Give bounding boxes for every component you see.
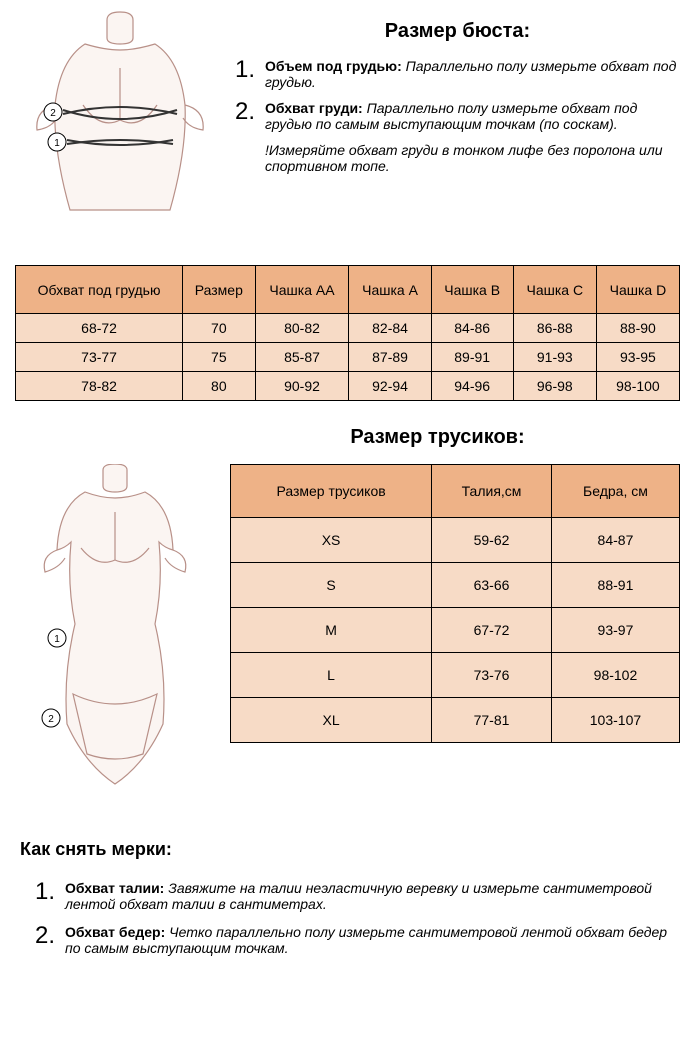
panties-mannequin: 1 2 [15,464,215,809]
table-row: 78-828090-9292-9494-9696-9898-100 [16,372,680,401]
table-cell: 63-66 [432,563,552,608]
table-row: M67-7293-97 [231,608,680,653]
table-cell: 90-92 [255,372,349,401]
table-cell: 85-87 [255,343,349,372]
panties-section: 1 2 Размер трусиковТалия,смБедра, см XS5… [15,464,680,809]
table-cell: 93-97 [551,608,679,653]
instr-label: Обхват груди: [265,100,363,116]
table-header: Обхват под грудью [16,266,183,314]
instr-label: Обхват бедер: [65,924,165,940]
table-cell: S [231,563,432,608]
table-cell: 89-91 [431,343,513,372]
table-header: Чашка C [513,266,596,314]
instr-num: 2. [235,100,257,124]
howto-title: Как снять мерки: [20,839,680,860]
table-cell: XL [231,698,432,743]
table-row: XS59-6284-87 [231,518,680,563]
table-header: Талия,см [432,465,552,518]
table-cell: 67-72 [432,608,552,653]
table-header: Чашка A [349,266,431,314]
table-header: Размер трусиков [231,465,432,518]
howto-item-1: 1. Обхват талии: Завяжите на талии неэла… [35,880,680,912]
bust-mannequin: 1 2 [15,10,225,245]
howto-item-2: 2. Обхват бедер: Четко параллельно полу … [35,924,680,956]
bust-section: 1 2 Размер бюста: 1. Объем под грудью: П… [15,10,680,245]
instr-num: 2. [35,924,57,948]
table-row: 68-727080-8282-8484-8686-8888-90 [16,314,680,343]
panties-size-table: Размер трусиковТалия,смБедра, см XS59-62… [230,464,680,743]
table-cell: 87-89 [349,343,431,372]
table-row: S63-6688-91 [231,563,680,608]
table-header: Чашка D [596,266,679,314]
table-header: Размер [183,266,255,314]
table-cell: 82-84 [349,314,431,343]
table-cell: 86-88 [513,314,596,343]
table-cell: 98-100 [596,372,679,401]
instr-label: Объем под грудью: [265,58,402,74]
table-cell: 68-72 [16,314,183,343]
marker-1: 1 [54,138,60,149]
table-cell: 73-77 [16,343,183,372]
table-row: L73-7698-102 [231,653,680,698]
table-cell: 93-95 [596,343,679,372]
bust-size-table: Обхват под грудьюРазмерЧашка AAЧашка AЧа… [15,265,680,401]
bust-instructions: Размер бюста: 1. Объем под грудью: Парал… [235,10,680,174]
table-cell: 88-90 [596,314,679,343]
table-cell: 94-96 [431,372,513,401]
instr-label: Обхват талии: [65,880,164,896]
table-cell: 84-86 [431,314,513,343]
bust-instr-2: 2. Обхват груди: Параллельно полу измерь… [235,100,680,132]
table-cell: 78-82 [16,372,183,401]
bust-note: !Измеряйте обхват груди в тонком лифе бе… [265,142,680,174]
table-cell: 70 [183,314,255,343]
instr-num: 1. [35,880,57,904]
table-cell: 103-107 [551,698,679,743]
bust-instr-1: 1. Объем под грудью: Параллельно полу из… [235,58,680,90]
table-cell: 75 [183,343,255,372]
table-cell: M [231,608,432,653]
table-cell: 92-94 [349,372,431,401]
table-cell: 96-98 [513,372,596,401]
table-header: Чашка B [431,266,513,314]
panties-title: Размер трусиков: [195,426,680,449]
table-header: Чашка AA [255,266,349,314]
table-row: XL77-81103-107 [231,698,680,743]
table-cell: 80 [183,372,255,401]
table-cell: 80-82 [255,314,349,343]
table-row: 73-777585-8787-8989-9191-9393-95 [16,343,680,372]
table-cell: 88-91 [551,563,679,608]
table-cell: 77-81 [432,698,552,743]
table-cell: 98-102 [551,653,679,698]
marker-1: 1 [54,634,60,645]
table-cell: 91-93 [513,343,596,372]
table-header: Бедра, см [551,465,679,518]
table-cell: 73-76 [432,653,552,698]
marker-2: 2 [50,108,56,119]
bust-title: Размер бюста: [235,20,680,43]
table-cell: 59-62 [432,518,552,563]
table-cell: 84-87 [551,518,679,563]
marker-2: 2 [48,714,54,725]
table-cell: XS [231,518,432,563]
table-cell: L [231,653,432,698]
instr-num: 1. [235,58,257,82]
